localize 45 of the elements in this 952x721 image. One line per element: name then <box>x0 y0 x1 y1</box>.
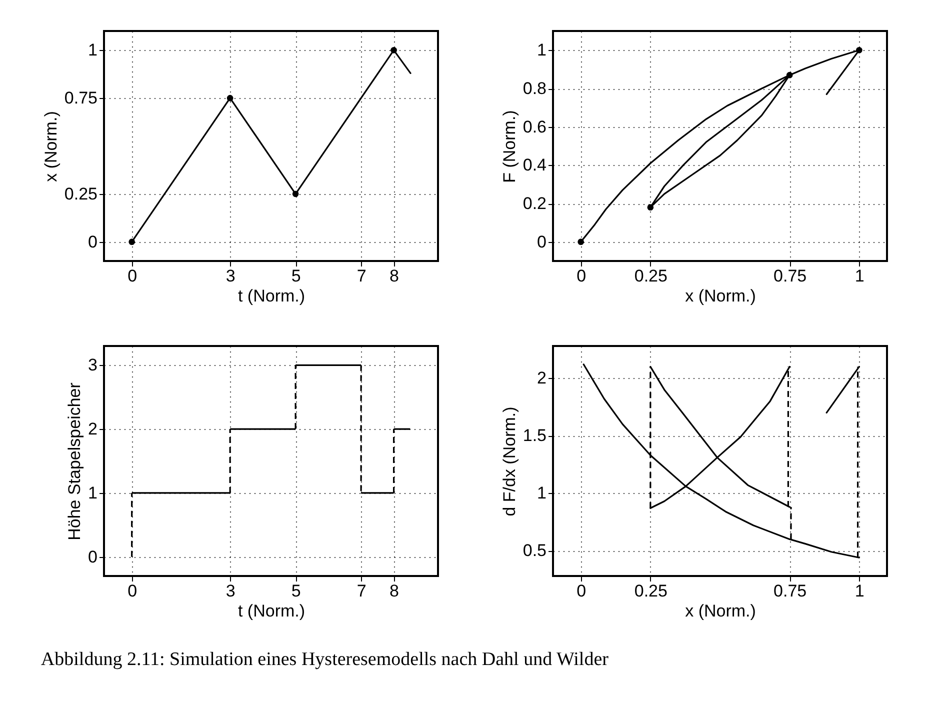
x-tick-label: 0 <box>128 266 138 286</box>
y-axis-title: d F/dx (Norm.) <box>500 406 519 516</box>
y-tick-label: 0 <box>88 547 98 566</box>
y-tick-label: 0.75 <box>64 88 98 108</box>
y-tick-label: 0.6 <box>522 117 546 136</box>
x-tick-label: 1 <box>854 582 864 600</box>
x-tick-label: 0 <box>576 582 586 600</box>
x-tick-label: 8 <box>390 582 400 600</box>
x-tick-label: 0 <box>128 582 138 600</box>
y-tick-label: 2 <box>537 368 546 388</box>
x-tick-label: 0.75 <box>774 266 807 286</box>
x-tick-label: 0.25 <box>634 582 668 600</box>
y-axis-title: F (Norm.) <box>500 110 519 183</box>
y-tick-label: 1 <box>537 484 546 503</box>
x-tick-label: 5 <box>291 582 301 600</box>
y-tick-label: 1 <box>537 40 546 60</box>
y-tick-label: 1.5 <box>522 426 546 446</box>
x-tick-label: 3 <box>226 582 236 600</box>
y-tick-label: 3 <box>88 356 98 375</box>
x-axis-title: t (Norm.) <box>238 602 306 620</box>
x-axis-title: x (Norm.) <box>685 602 756 620</box>
y-tick-label: 2 <box>88 420 98 439</box>
y-axis-title: x (Norm.) <box>41 111 60 182</box>
x-tick-label: 5 <box>291 266 301 286</box>
y-tick-label: 1 <box>88 40 98 60</box>
y-tick-label: 1 <box>88 483 98 502</box>
x-tick-label: 0.25 <box>634 266 668 286</box>
y-tick-label: 0.4 <box>522 156 546 175</box>
x-tick-label: 0.75 <box>774 582 807 600</box>
y-tick-label: 0 <box>537 232 546 252</box>
x-tick-label: 3 <box>226 266 236 286</box>
text: Abbildung 2.11: Simulation eines Hysteresemodells nach Dahl und Wilder <box>40 649 610 670</box>
y-axis-title: Höhe Stapelspeicher <box>65 382 84 540</box>
x-tick-label: 0 <box>576 266 586 286</box>
y-tick-label: 0.25 <box>64 184 98 204</box>
x-tick-label: 1 <box>854 266 864 286</box>
y-tick-label: 0.8 <box>522 79 546 98</box>
y-tick-label: 0.5 <box>522 541 546 560</box>
x-tick-label: 7 <box>356 582 366 600</box>
x-tick-label: 7 <box>356 266 366 286</box>
x-axis-title: t (Norm.) <box>238 286 306 306</box>
x-tick-label: 8 <box>390 266 400 286</box>
x-axis-title: x (Norm.) <box>685 286 756 306</box>
y-tick-label: 0.2 <box>522 194 546 213</box>
y-tick-label: 0 <box>88 232 98 252</box>
